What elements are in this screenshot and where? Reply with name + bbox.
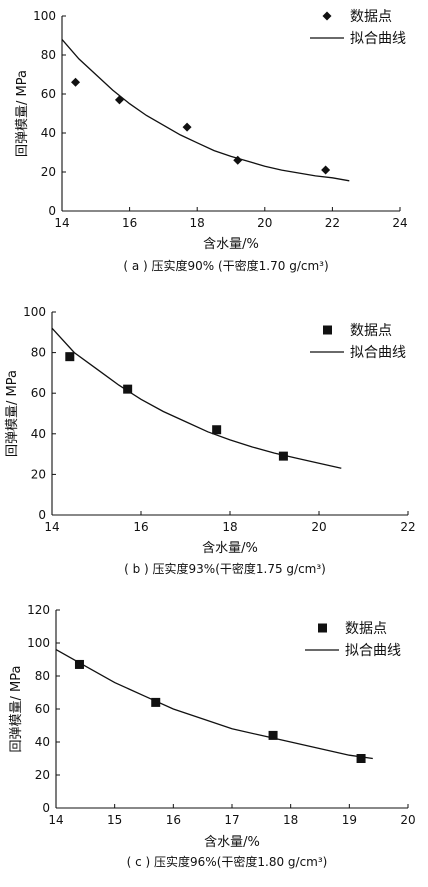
x-axis-label: 含水量/%	[202, 540, 258, 556]
y-axis-label: 回弹模量/ MPa	[15, 70, 30, 157]
data-point	[74, 659, 84, 669]
x-tick-label: 14	[54, 216, 69, 230]
y-tick-label: 40	[41, 126, 56, 140]
y-tick-label: 0	[42, 801, 50, 815]
x-axis-label: 含水量/%	[204, 834, 260, 850]
x-tick-label: 16	[122, 216, 137, 230]
x-tick-label: 18	[190, 216, 205, 230]
y-axis-label: 回弹模量/ MPa	[5, 370, 20, 457]
y-tick-label: 60	[31, 386, 46, 400]
x-tick-label: 24	[392, 216, 407, 230]
x-tick-label: 19	[342, 813, 357, 827]
chart-caption: ( a ) 压实度90% (干密度1.70 g/cm³)	[123, 258, 328, 273]
data-point	[123, 384, 133, 394]
legend-label: 数据点	[350, 323, 392, 339]
y-tick-label: 120	[27, 603, 50, 617]
x-tick-label: 15	[107, 813, 122, 827]
y-tick-label: 60	[35, 702, 50, 716]
x-tick-label: 22	[325, 216, 340, 230]
y-tick-label: 20	[31, 467, 46, 481]
y-tick-label: 0	[38, 508, 46, 522]
x-tick-label: 14	[44, 520, 59, 534]
legend-label: 数据点	[350, 9, 392, 25]
fit-curve	[55, 649, 373, 760]
legend-label: 拟合曲线	[350, 345, 406, 361]
legend-label: 数据点	[345, 621, 387, 637]
y-tick-label: 80	[31, 346, 46, 360]
data-point	[65, 352, 75, 362]
x-tick-label: 14	[48, 813, 63, 827]
x-axis-label: 含水量/%	[203, 236, 259, 252]
x-tick-label: 20	[400, 813, 415, 827]
data-point	[321, 165, 331, 175]
data-point	[151, 697, 161, 707]
legend-marker-swatch	[318, 623, 327, 633]
y-tick-label: 60	[41, 87, 56, 101]
legend-label: 拟合曲线	[350, 31, 406, 47]
data-point	[182, 122, 192, 132]
y-tick-label: 80	[41, 48, 56, 62]
data-point	[278, 451, 288, 461]
x-tick-label: 18	[222, 520, 237, 534]
y-axis-label: 回弹模量/ MPa	[9, 666, 24, 753]
x-tick-label: 20	[311, 520, 326, 534]
x-tick-label: 16	[133, 520, 148, 534]
x-tick-label: 20	[257, 216, 272, 230]
y-tick-label: 0	[48, 204, 56, 218]
chart-panel-2: 0 20 40 60 80 100 14 16 18 20 22 含水量/% 回弹模量/ MPa ( b …	[5, 305, 416, 576]
legend-marker-swatch	[322, 11, 332, 21]
y-tick-label: 100	[27, 636, 50, 650]
y-tick-label: 40	[31, 427, 46, 441]
data-point	[71, 77, 81, 87]
data-point	[114, 95, 124, 105]
chart-caption: ( b ) 压实度93%(干密度1.75 g/cm³)	[124, 561, 326, 576]
chart-panel-1: 0 20 40 60 80 100 14 16 18 20 22 24 含水量/% 回弹模量/ MPa ( …	[15, 9, 408, 273]
y-tick-label: 100	[23, 305, 46, 319]
x-tick-label: 17	[224, 813, 239, 827]
legend-marker-swatch	[323, 325, 332, 335]
x-tick-label: 18	[283, 813, 298, 827]
fit-curve	[61, 38, 350, 182]
x-tick-label: 16	[166, 813, 181, 827]
data-point	[356, 754, 366, 763]
chart-caption: ( c ) 压实度96%(干密度1.80 g/cm³)	[127, 854, 328, 869]
y-tick-label: 20	[41, 165, 56, 179]
data-point	[212, 425, 222, 435]
legend-label: 拟合曲线	[345, 643, 401, 659]
y-tick-label: 40	[35, 735, 50, 749]
data-point	[268, 730, 278, 740]
y-tick-label: 20	[35, 768, 50, 782]
y-tick-label: 100	[33, 9, 56, 23]
chart-panel-3: 0 20 40 60 80 100 120 14 15 16 17 18 19 20 含水量/% 回弹模量/ …	[9, 603, 416, 869]
fit-curve	[51, 327, 342, 469]
x-tick-label: 22	[400, 520, 415, 534]
y-tick-label: 80	[35, 669, 50, 683]
